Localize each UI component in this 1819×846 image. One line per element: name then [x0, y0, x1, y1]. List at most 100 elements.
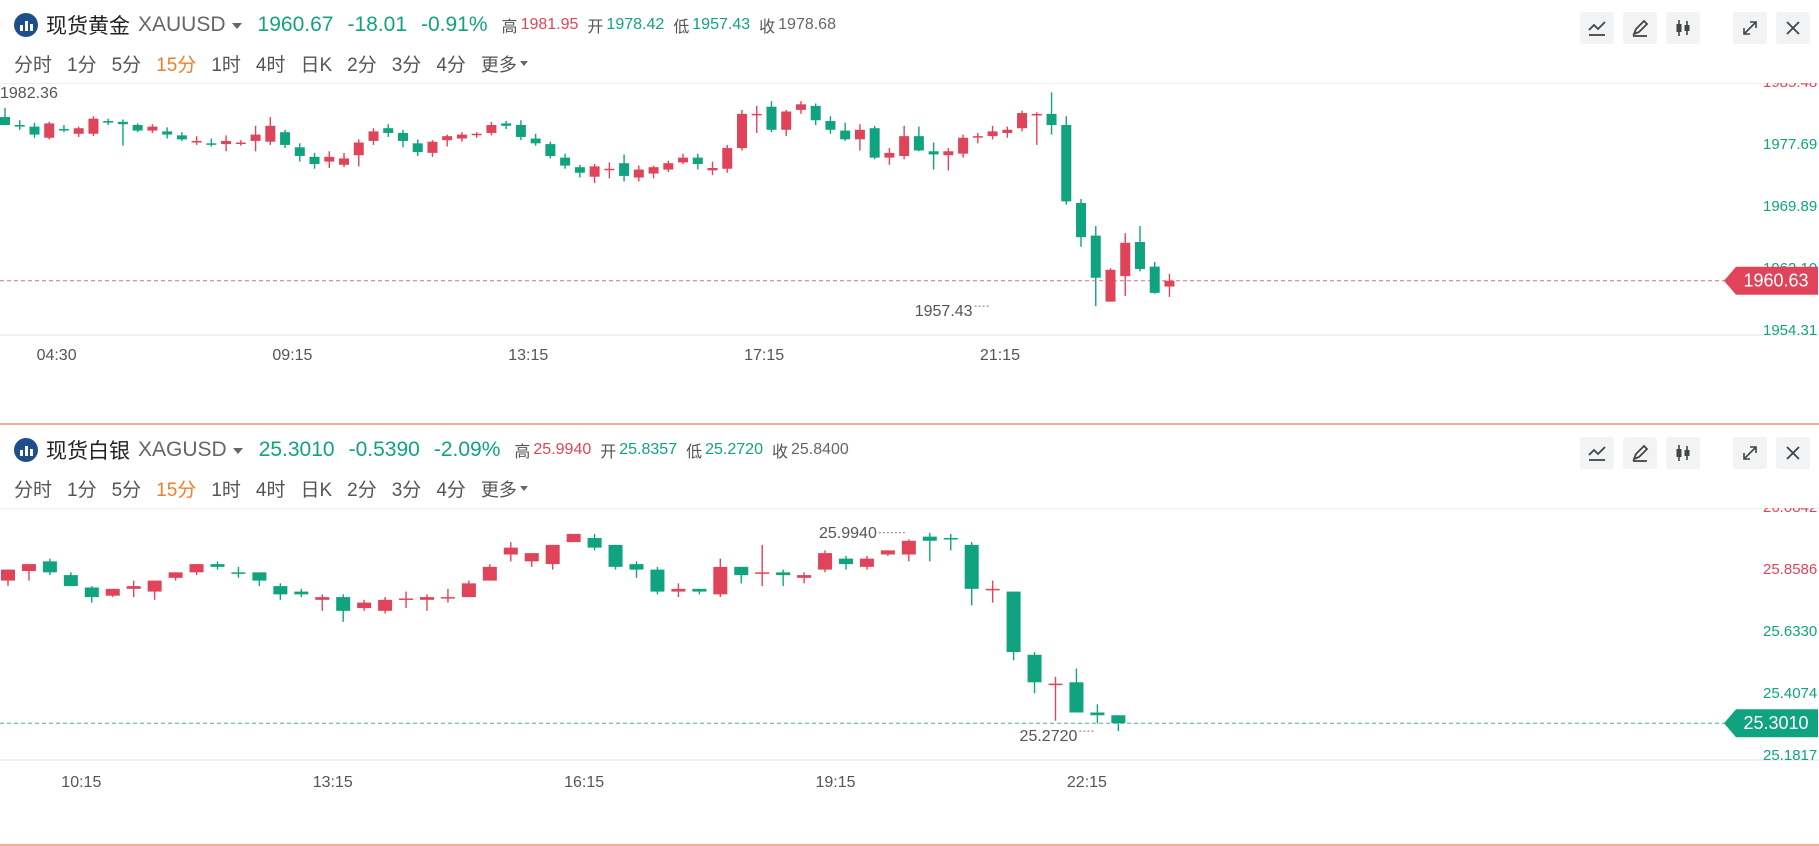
- candle-body: [633, 169, 644, 178]
- candle-body: [663, 163, 674, 170]
- price-change-pct: -0.91%: [421, 13, 488, 36]
- candle-body: [722, 148, 733, 169]
- timeframe-tab-active[interactable]: 15分: [156, 55, 197, 76]
- symbol-dropdown-icon[interactable]: [232, 448, 243, 454]
- candle-body: [501, 123, 512, 126]
- candle-body: [587, 538, 602, 548]
- max-price-marker: 1982.36: [0, 85, 58, 102]
- close-label: 收: [759, 19, 776, 36]
- expand-icon[interactable]: [1733, 12, 1767, 44]
- line-style-icon[interactable]: [1580, 437, 1614, 469]
- candle-body: [913, 136, 924, 151]
- draw-pen-icon[interactable]: [1623, 437, 1657, 469]
- candle-body: [943, 151, 954, 156]
- close-icon[interactable]: [1776, 437, 1810, 469]
- timeframe-tab[interactable]: 1分: [67, 55, 97, 76]
- timeframe-tab[interactable]: 1时: [211, 480, 241, 501]
- instrument-name: 现货白银: [46, 440, 130, 463]
- current-price-label: 25.3010: [1743, 713, 1808, 733]
- open-label: 开: [600, 444, 617, 461]
- timeframe-tab[interactable]: 4分: [436, 480, 466, 501]
- y-axis-tick-label: 25.1817: [1763, 747, 1817, 764]
- timeframe-tab[interactable]: 2分: [347, 480, 377, 501]
- candle-body: [176, 135, 187, 140]
- candle-body: [1134, 241, 1145, 270]
- candle-body: [713, 566, 728, 595]
- candle-body: [678, 157, 689, 163]
- candle-type-icon[interactable]: [1666, 12, 1700, 44]
- silver-candlestick-chart[interactable]: 26.0842 25.8586 25.6330 25.4074 25.1817 10:15…: [0, 508, 1819, 846]
- candle-body: [427, 141, 438, 153]
- candle-body: [560, 157, 571, 166]
- instrument-symbol[interactable]: XAUUSD: [138, 13, 226, 36]
- x-axis-tick-label: 16:15: [564, 774, 604, 791]
- line-style-icon[interactable]: [1580, 12, 1614, 44]
- y-axis-tick-label: 1985.48: [1763, 83, 1817, 91]
- candle-body: [545, 144, 556, 157]
- candle-body: [88, 118, 99, 134]
- candle-body: [442, 136, 453, 141]
- x-axis-tick-label: 13:15: [313, 774, 353, 791]
- more-label: 更多: [480, 54, 517, 75]
- candle-body: [132, 125, 143, 131]
- candle-body: [353, 142, 364, 156]
- chart-toolbar: [1580, 12, 1819, 44]
- price-change: -18.01: [347, 13, 407, 36]
- timeframe-tab[interactable]: 5分: [111, 480, 142, 501]
- candle-body: [810, 105, 821, 121]
- timeframe-tab[interactable]: 分时: [14, 55, 53, 76]
- timeframe-tab[interactable]: 2分: [347, 55, 377, 76]
- candle-body: [378, 599, 393, 611]
- candle-body: [795, 104, 806, 110]
- instrument-symbol[interactable]: XAGUSD: [138, 438, 227, 461]
- timeframe-tab[interactable]: 分时: [14, 480, 53, 501]
- candle-body: [309, 156, 320, 164]
- candle-body: [280, 132, 291, 145]
- chart-logo-icon: [14, 438, 38, 462]
- candle-body: [357, 602, 372, 609]
- more-timeframes-button[interactable]: 更多: [481, 51, 528, 77]
- timeframe-tab[interactable]: 4分: [436, 55, 466, 76]
- more-timeframes-button[interactable]: 更多: [481, 476, 528, 502]
- open-label: 开: [587, 19, 604, 36]
- timeframe-tab[interactable]: 日K: [300, 55, 333, 76]
- candle-body: [566, 533, 581, 543]
- current-price-label: 1960.63: [1743, 271, 1808, 291]
- timeframe-tab-active[interactable]: 15分: [156, 480, 197, 501]
- close-icon[interactable]: [1776, 12, 1810, 44]
- gold-candlestick-chart[interactable]: 1985.481977.691969.891962.101954.3104:30…: [0, 83, 1819, 425]
- candle-body: [126, 586, 141, 589]
- draw-pen-icon[interactable]: [1623, 12, 1657, 44]
- timeframe-tab[interactable]: 1分: [67, 480, 97, 501]
- last-price: 1960.67: [257, 13, 334, 36]
- expand-icon[interactable]: [1733, 437, 1767, 469]
- price-change: -0.5390: [348, 438, 420, 461]
- candle-body: [1006, 591, 1021, 653]
- timeframe-tab[interactable]: 日K: [300, 480, 333, 501]
- candle-type-icon[interactable]: [1666, 437, 1700, 469]
- high-label: 高: [514, 444, 531, 461]
- candle-body: [797, 575, 812, 578]
- candle-body: [440, 597, 455, 599]
- candle-body: [755, 572, 770, 574]
- timeframe-tab[interactable]: 4时: [255, 55, 286, 76]
- candle-body: [471, 133, 482, 136]
- symbol-dropdown-icon[interactable]: [231, 23, 242, 29]
- candle-body: [1164, 280, 1175, 287]
- candle-body: [336, 597, 351, 611]
- candle-body: [859, 558, 874, 567]
- last-price: 25.3010: [258, 438, 335, 461]
- candle-body: [1149, 266, 1160, 293]
- candle-body: [1017, 113, 1028, 129]
- candle-body: [456, 134, 467, 139]
- timeframe-tab[interactable]: 1时: [211, 55, 241, 76]
- timeframe-tab[interactable]: 3分: [391, 480, 422, 501]
- timeframe-tab[interactable]: 5分: [111, 55, 142, 76]
- candle-body: [21, 564, 36, 571]
- candle-body: [231, 572, 246, 574]
- timeframe-tab[interactable]: 3分: [391, 55, 422, 76]
- timeframe-tab[interactable]: 4时: [255, 480, 286, 501]
- candle-body: [619, 163, 630, 176]
- open-value: 1978.42: [606, 16, 665, 33]
- candle-body: [221, 140, 232, 145]
